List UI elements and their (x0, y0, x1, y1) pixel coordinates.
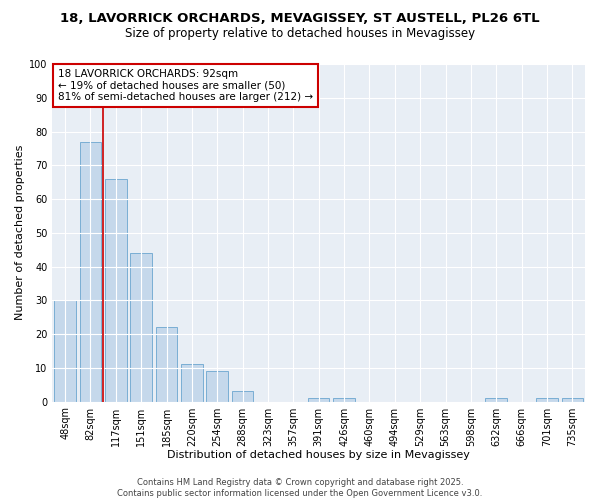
Bar (206, 371, 228, 402)
Bar (562, 398, 583, 402)
Bar (156, 328, 178, 402)
Text: 18 LAVORRICK ORCHARDS: 92sqm
← 19% of detached houses are smaller (50)
81% of se: 18 LAVORRICK ORCHARDS: 92sqm ← 19% of de… (58, 69, 313, 102)
Text: 18, LAVORRICK ORCHARDS, MEVAGISSEY, ST AUSTELL, PL26 6TL: 18, LAVORRICK ORCHARDS, MEVAGISSEY, ST A… (60, 12, 540, 26)
Bar (308, 398, 329, 402)
Bar (181, 364, 203, 402)
Text: Contains HM Land Registry data © Crown copyright and database right 2025.
Contai: Contains HM Land Registry data © Crown c… (118, 478, 482, 498)
Bar (80, 142, 101, 402)
Text: Size of property relative to detached houses in Mevagissey: Size of property relative to detached ho… (125, 28, 475, 40)
Bar (485, 398, 507, 402)
Bar (333, 398, 355, 402)
Bar (232, 392, 253, 402)
Bar (536, 398, 558, 402)
Bar (105, 179, 127, 402)
Y-axis label: Number of detached properties: Number of detached properties (15, 145, 25, 320)
X-axis label: Distribution of detached houses by size in Mevagissey: Distribution of detached houses by size … (167, 450, 470, 460)
Bar (55, 300, 76, 402)
Bar (130, 253, 152, 402)
